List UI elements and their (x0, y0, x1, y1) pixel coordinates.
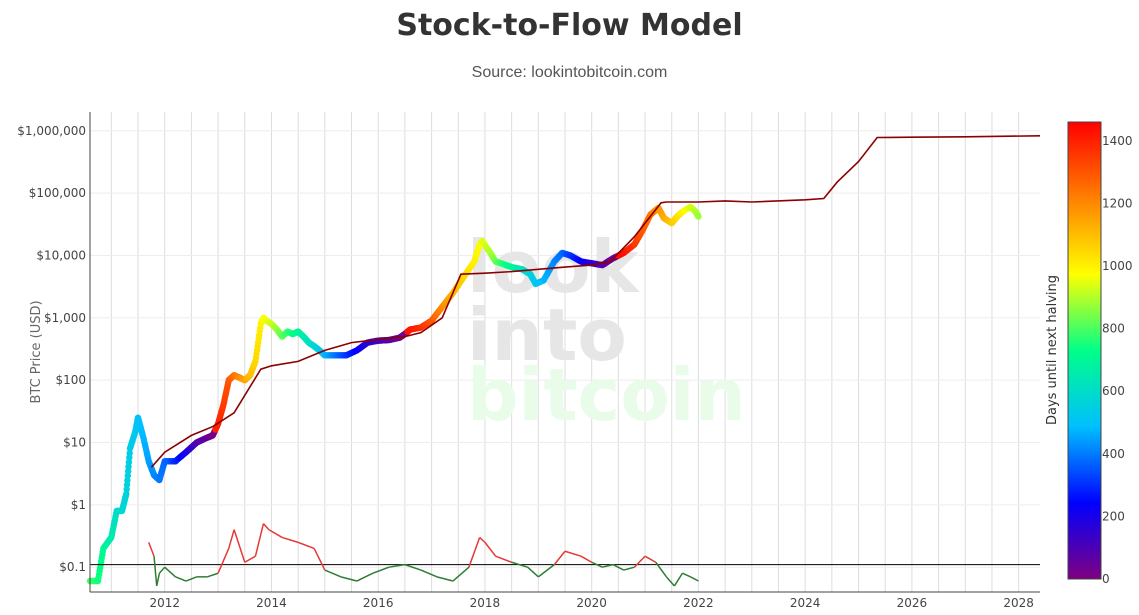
price-point (126, 449, 133, 457)
y-tick-label: $1 (71, 498, 86, 512)
ratio-segment (228, 529, 235, 549)
ratio-segment (682, 572, 691, 578)
ratio-segment (372, 566, 390, 574)
plot-area (86, 135, 1041, 587)
ratio-segment (207, 572, 219, 578)
colorbar-tick-label: 1000 (1102, 259, 1133, 273)
ratio-segment (254, 523, 265, 557)
ratio-segment (537, 564, 555, 578)
colorbar-tick-label: 1200 (1102, 196, 1133, 210)
x-tick-label: 2026 (897, 596, 928, 610)
y-tick-label: $10,000 (36, 248, 86, 262)
ratio-segment (495, 555, 512, 563)
chart-title: Stock-to-Flow Model (396, 8, 743, 43)
ratio-segment (340, 576, 358, 582)
ratio-segment (268, 529, 283, 539)
ratio-segment (591, 561, 603, 568)
ratio-segment (153, 556, 158, 587)
ratio-segment (388, 563, 406, 568)
colorbar-label: Days until next halving (1045, 275, 1060, 425)
ratio-segment (404, 563, 422, 571)
ratio-segment (665, 576, 675, 587)
ratio-segment (148, 542, 155, 557)
x-tick-label: 2018 (470, 596, 501, 610)
x-tick-label: 2020 (576, 596, 607, 610)
ratio-segment (175, 576, 187, 582)
price-point (695, 213, 702, 220)
ratio-segment (155, 573, 161, 587)
colorbar-gradient (1067, 121, 1102, 580)
x-tick-label: 2022 (683, 596, 714, 610)
stock-to-flow-line (150, 135, 1041, 468)
price-point (125, 463, 132, 470)
ratio-segment (158, 566, 166, 574)
ratio-segment (511, 561, 528, 568)
ratio-segment (612, 563, 625, 571)
ratio-segment (527, 566, 539, 578)
colorbar-tick-label: 1400 (1102, 134, 1133, 148)
watermark: look into bitcoin (467, 225, 746, 437)
ratio-segment (673, 572, 684, 587)
axes: $0.1 $1 $10 $100 $1,000 $10,000 $100,000 $1,000… (17, 112, 1040, 610)
ratio-segment (185, 576, 198, 582)
y-tick-label: $0.1 (59, 560, 86, 574)
y-tick-label: $10 (63, 435, 86, 449)
ratio-segment (420, 569, 438, 578)
ratio-segment (602, 563, 614, 568)
y-tick-label: $1,000,000 (17, 124, 86, 138)
ratio-segment (644, 555, 657, 563)
colorbar-tick-label: 0 (1102, 572, 1110, 586)
watermark-into: into (467, 293, 627, 377)
x-tick-label: 2028 (1003, 596, 1034, 610)
x-tick-label: 2014 (256, 596, 287, 610)
ratio-segment (553, 550, 566, 566)
colorbar-tick-label: 800 (1102, 322, 1125, 336)
x-tick-label: 2016 (363, 596, 394, 610)
colorbar-tick-label: 600 (1102, 384, 1125, 398)
ratio-segment (484, 541, 497, 557)
y-tick-label: $100,000 (29, 186, 86, 200)
ratio-segment (690, 576, 699, 582)
chart-subtitle: Source: lookintobitcoin.com (471, 64, 668, 81)
ratio-segment (244, 555, 256, 563)
ratio-segment (633, 555, 646, 568)
ratio-segment (436, 576, 454, 582)
y-axis-label: BTC Price (USD) (29, 300, 44, 403)
ratio-segment (655, 561, 668, 578)
colorbar-tick-label: 400 (1102, 447, 1125, 461)
ratio-segment (623, 566, 635, 571)
watermark-bitcoin: bitcoin (467, 353, 746, 437)
ratio-segment (281, 536, 299, 544)
ratio-segment (164, 566, 176, 578)
y-tick-label: $100 (55, 373, 86, 387)
grid-lines (90, 112, 1040, 592)
ratio-segment (468, 537, 481, 568)
ratio-segment (356, 572, 374, 582)
ratio-segment (233, 529, 246, 563)
y-tick-label: $1,000 (44, 311, 86, 325)
ratio-segment (262, 523, 270, 531)
price-point (123, 490, 130, 498)
x-tick-label: 2012 (149, 596, 180, 610)
ratio-segment (324, 569, 342, 578)
ratio-segment (564, 550, 582, 557)
colorbar-tick-label: 200 (1102, 509, 1125, 523)
ratio-segment (452, 566, 470, 582)
ratio-segment (313, 548, 326, 571)
price-point (124, 477, 131, 484)
ratio-segment (479, 536, 486, 543)
ratio-segment (217, 548, 230, 574)
ratio-segment (297, 541, 315, 550)
x-tick-label: 2024 (790, 596, 821, 610)
ratio-segment (580, 555, 593, 563)
colorbar: 0 200 400 600 800 1000 1200 1400 (1067, 121, 1133, 586)
